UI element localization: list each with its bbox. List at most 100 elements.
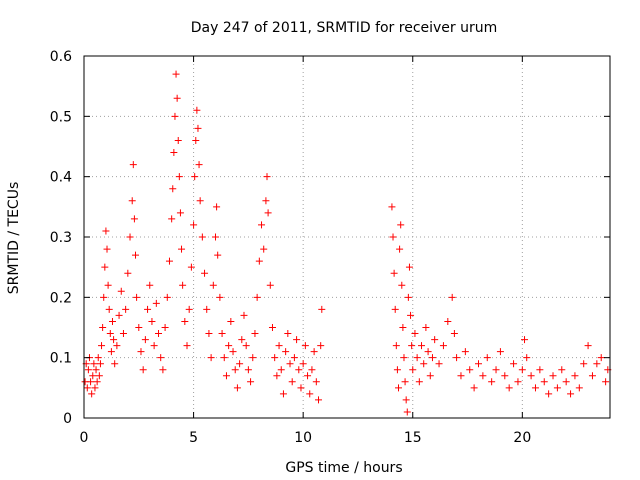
data-point (191, 173, 199, 181)
data-point (588, 372, 596, 380)
data-point (403, 408, 411, 416)
data-point (431, 336, 439, 344)
data-point (129, 161, 137, 169)
y-tick-label: 0.1 (50, 351, 72, 367)
data-point (113, 342, 121, 350)
x-tick-label: 20 (513, 430, 531, 446)
data-point (584, 342, 592, 350)
data-point (90, 360, 98, 368)
data-point (602, 378, 610, 386)
data-point (260, 245, 268, 253)
y-tick-label: 0.5 (50, 109, 72, 125)
data-point (247, 378, 255, 386)
plot-frame (83, 55, 611, 419)
data-point (240, 311, 248, 319)
data-point (277, 366, 285, 374)
data-point (203, 305, 211, 313)
data-point (238, 336, 246, 344)
data-point (263, 173, 271, 181)
data-point (402, 396, 410, 404)
data-point (288, 378, 296, 386)
data-point (178, 245, 186, 253)
data-point (299, 360, 307, 368)
data-point (103, 245, 111, 253)
data-point (227, 317, 235, 325)
data-point (475, 360, 482, 368)
data-point (179, 281, 187, 289)
data-point (193, 106, 201, 114)
data-point (222, 372, 230, 380)
data-point (174, 136, 182, 144)
data-point (453, 354, 461, 362)
data-point (400, 354, 408, 362)
data-point (212, 233, 219, 241)
data-point (176, 209, 184, 217)
data-point (255, 257, 263, 265)
data-point (413, 354, 421, 362)
data-point (392, 342, 400, 350)
data-point (161, 324, 169, 331)
data-point (428, 354, 436, 362)
data-point (220, 354, 228, 362)
data-point (262, 197, 270, 205)
data-point (282, 348, 290, 356)
data-point (104, 281, 112, 289)
data-point (395, 384, 403, 392)
data-point (132, 251, 140, 259)
y-tick-label: 0.2 (50, 290, 72, 306)
data-point (318, 305, 326, 313)
data-point (308, 366, 316, 374)
y-tick-label: 0.3 (50, 230, 72, 246)
data-points (81, 70, 612, 416)
data-point (304, 372, 312, 380)
data-point (553, 384, 561, 392)
data-point (181, 317, 189, 325)
data-point (505, 384, 513, 392)
data-point (98, 342, 106, 350)
data-point (396, 245, 404, 253)
data-point (264, 209, 272, 217)
data-point (466, 366, 474, 374)
data-point (420, 360, 428, 368)
data-point (172, 70, 180, 78)
data-point (84, 366, 92, 374)
grid-lines (84, 56, 610, 418)
data-point (216, 293, 224, 301)
data-point (444, 317, 452, 325)
data-point (521, 336, 529, 344)
data-point (435, 360, 443, 368)
data-point (408, 342, 416, 350)
data-point (390, 269, 398, 277)
data-point (207, 354, 215, 362)
x-tick-label: 10 (294, 430, 312, 446)
data-point (83, 384, 91, 392)
data-point (201, 269, 209, 277)
data-point (130, 215, 138, 223)
y-tick-label: 0 (63, 411, 72, 427)
data-point (496, 348, 504, 356)
data-point (99, 324, 107, 331)
data-point (461, 348, 469, 356)
x-tick-label: 0 (80, 430, 89, 446)
data-point (545, 390, 553, 398)
data-point (144, 305, 152, 313)
data-point (562, 378, 570, 386)
data-point (409, 366, 417, 374)
data-point (91, 384, 99, 392)
data-point (150, 342, 158, 350)
data-point (115, 311, 123, 319)
x-tick-label: 15 (404, 430, 422, 446)
data-point (418, 342, 426, 350)
data-point (195, 161, 203, 169)
data-point (284, 330, 292, 338)
data-point (190, 221, 198, 229)
data-point (218, 330, 226, 338)
data-point (514, 378, 522, 386)
data-point (102, 227, 110, 235)
data-point (192, 136, 200, 144)
data-point (531, 384, 539, 392)
data-point (87, 378, 95, 386)
data-point (575, 384, 583, 392)
x-tick-labels: 0 5 10 15 20 (80, 430, 532, 446)
